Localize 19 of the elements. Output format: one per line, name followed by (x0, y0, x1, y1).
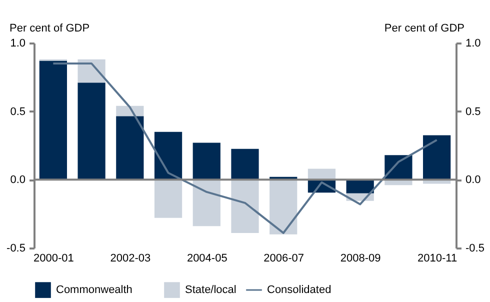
legend-label: Consolidated (267, 284, 332, 296)
x-tick-label: 2006-07 (264, 252, 304, 264)
legend-label: State/local (185, 284, 236, 296)
y2-axis-title: Per cent of GDP (384, 22, 464, 34)
y-tick-label: -0.5 (6, 242, 26, 254)
x-tick-label: 2002-03 (110, 252, 151, 264)
y2-tick-label: 0.0 (466, 174, 481, 186)
x-tick-label: 2010-11 (418, 252, 458, 264)
x-tick-label: 2000-01 (33, 252, 74, 264)
x-tick-label: 2008-09 (340, 252, 381, 264)
y-axis-title: Per cent of GDP (10, 22, 90, 34)
y2-tick-label: -0.5 (466, 242, 484, 254)
y2-tick-label: 1.0 (466, 38, 481, 50)
y-tick-label: 0.0 (10, 174, 26, 186)
y-tick-label: 1.0 (10, 38, 26, 50)
y2-tick-label: 0.5 (466, 106, 481, 118)
legend-label: Commonwealth (56, 284, 132, 296)
x-tick-label: 2004-05 (186, 252, 228, 264)
y-tick-label: 0.5 (10, 106, 26, 118)
